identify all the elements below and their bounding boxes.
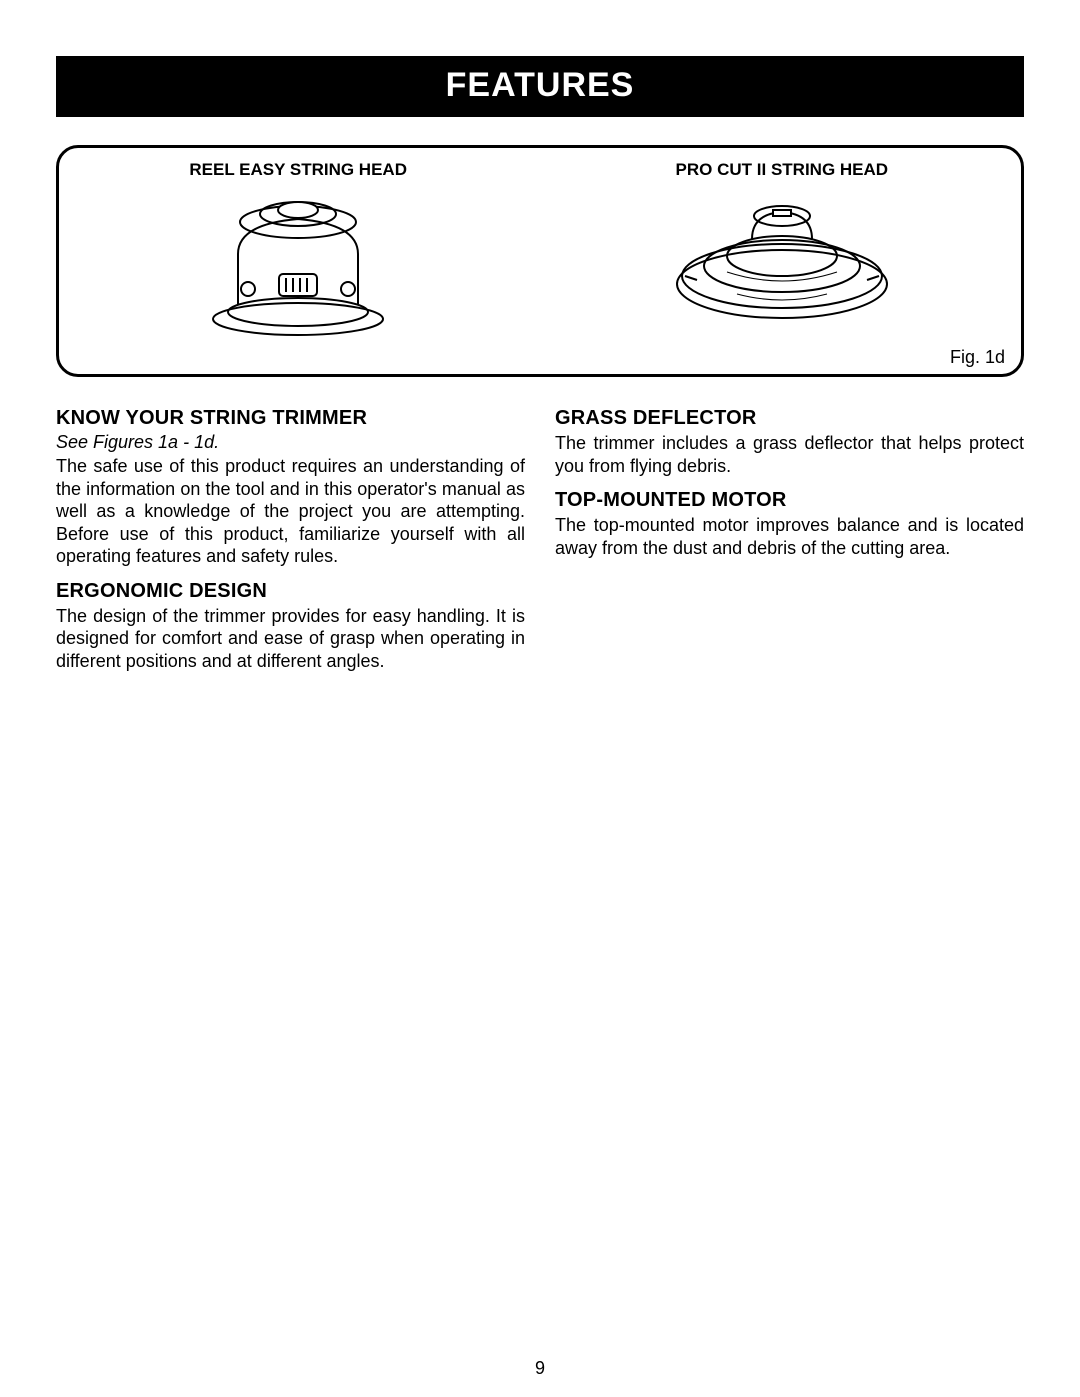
body-top-mounted-motor: The top-mounted motor improves balance a…	[555, 514, 1024, 559]
heading-grass-deflector: GRASS DEFLECTOR	[555, 407, 1024, 430]
left-column: KNOW YOUR STRING TRIMMER See Figures 1a …	[56, 397, 525, 684]
body-grass-deflector: The trimmer includes a grass deflector t…	[555, 432, 1024, 477]
figure-right: PRO CUT II STRING HEAD	[559, 160, 1005, 366]
page-number: 9	[0, 1358, 1080, 1379]
right-column: GRASS DEFLECTOR The trimmer includes a g…	[555, 397, 1024, 684]
text-columns: KNOW YOUR STRING TRIMMER See Figures 1a …	[56, 397, 1024, 684]
heading-know-your-trimmer: KNOW YOUR STRING TRIMMER	[56, 407, 525, 430]
figure-right-label: PRO CUT II STRING HEAD	[559, 160, 1005, 180]
figure-left-label: REEL EASY STRING HEAD	[75, 160, 521, 180]
heading-top-mounted-motor: TOP-MOUNTED MOTOR	[555, 489, 1024, 512]
body-ergonomic-design: The design of the trimmer provides for e…	[56, 605, 525, 673]
section-title: FEATURES	[446, 66, 635, 104]
pro-cut-illustration	[559, 184, 1005, 344]
figure-box: REEL EASY STRING HEAD	[56, 145, 1024, 377]
heading-ergonomic-design: ERGONOMIC DESIGN	[56, 580, 525, 603]
section-title-bar: FEATURES	[56, 56, 1024, 117]
figure-left: REEL EASY STRING HEAD	[75, 160, 521, 366]
reel-easy-illustration	[75, 184, 521, 349]
manual-page: FEATURES REEL EASY STRING HEAD	[0, 0, 1080, 1397]
subheading-see-figures: See Figures 1a - 1d.	[56, 432, 525, 453]
body-know-your-trimmer: The safe use of this product requires an…	[56, 455, 525, 568]
figure-caption: Fig. 1d	[950, 347, 1005, 368]
